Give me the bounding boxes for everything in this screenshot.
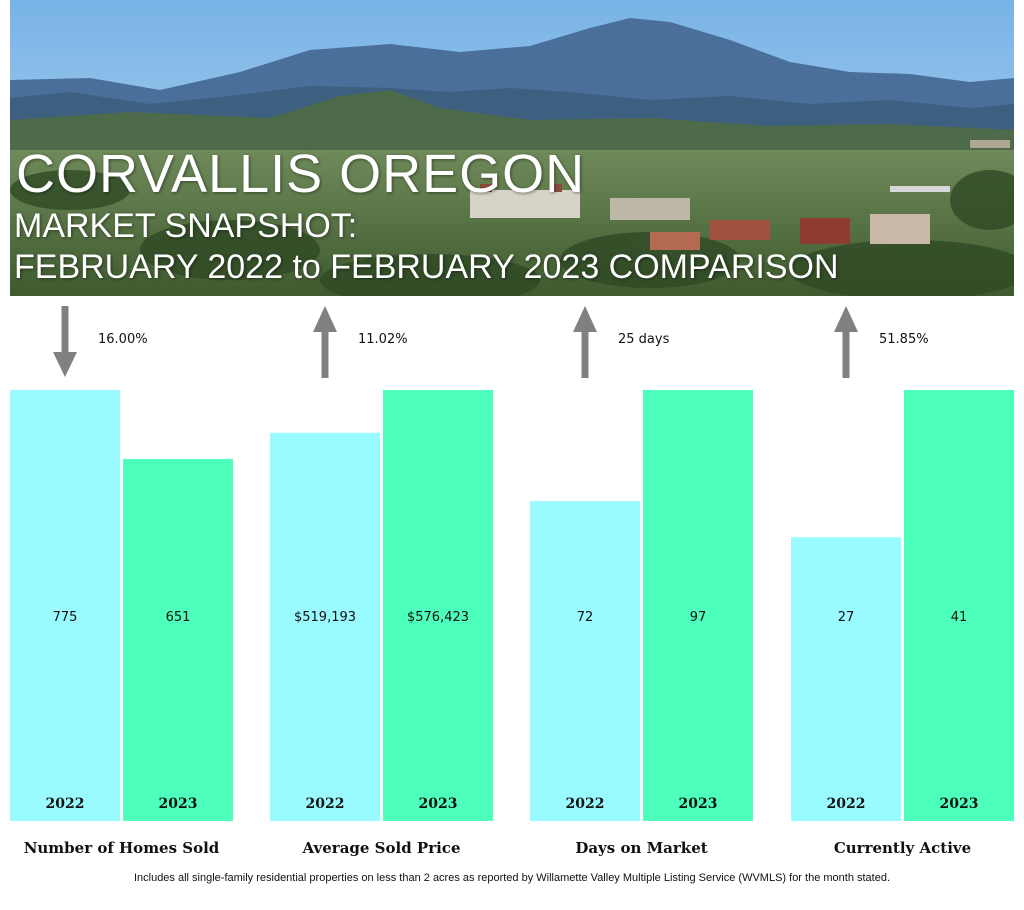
arrow-up-icon: [834, 306, 858, 332]
landscape-photo: [10, 0, 1014, 296]
year-label: 2023: [679, 796, 718, 812]
value-label: 775: [53, 610, 78, 625]
bar-currently-active-2022: [791, 537, 901, 821]
value-label: 72: [577, 610, 594, 625]
value-label: 651: [166, 610, 191, 625]
change-label: 25 days: [618, 332, 670, 347]
bar-average-sold-price-2022: [270, 432, 380, 821]
arrow-down-icon: [53, 352, 77, 377]
group-title: Days on Market: [575, 839, 707, 857]
bar-number-of-homes-sold-2022: [10, 390, 120, 821]
value-label: $519,193: [294, 610, 356, 625]
arrow-down-icon: [61, 306, 69, 354]
group-title: Average Sold Price: [302, 839, 461, 857]
year-label: 2022: [46, 796, 85, 812]
page-subtitle-line1: MARKET SNAPSHOT:: [14, 207, 358, 245]
arrow-up-icon: [321, 330, 329, 378]
bar-average-sold-price-2023: [383, 390, 493, 821]
arrow-up-icon: [842, 330, 850, 378]
bar-days-on-market-2023: [643, 390, 753, 821]
year-label: 2022: [306, 796, 345, 812]
comparison-chart: 775 2022 651 2023 Number of Homes Sold 16.00%…: [10, 306, 1014, 857]
value-label: 41: [951, 610, 968, 625]
year-label: 2022: [827, 796, 866, 812]
arrow-up-icon: [573, 306, 597, 332]
year-label: 2022: [566, 796, 605, 812]
group-title: Number of Homes Sold: [24, 839, 220, 857]
year-label: 2023: [940, 796, 979, 812]
value-label: 27: [838, 610, 855, 625]
bar-number-of-homes-sold-2023: [123, 458, 233, 821]
arrow-up-icon: [581, 330, 589, 378]
page-subtitle-line2: FEBRUARY 2022 to FEBRUARY 2023 COMPARISO…: [14, 248, 839, 286]
year-label: 2023: [159, 796, 198, 812]
change-label: 51.85%: [879, 332, 929, 347]
bar-currently-active-2023: [904, 390, 1014, 821]
page-title: CORVALLIS OREGON: [16, 144, 586, 204]
change-label: 16.00%: [98, 332, 148, 347]
header-banner: CORVALLIS OREGON MARKET SNAPSHOT: FEBRUA…: [10, 0, 1014, 296]
footnote: Includes all single-family residential p…: [133, 872, 891, 884]
arrow-up-icon: [313, 306, 337, 332]
value-label: $576,423: [407, 610, 469, 625]
bar-days-on-market-2022: [530, 501, 640, 821]
group-title: Currently Active: [834, 839, 971, 857]
year-label: 2023: [419, 796, 458, 812]
change-label: 11.02%: [358, 332, 408, 347]
value-label: 97: [690, 610, 707, 625]
